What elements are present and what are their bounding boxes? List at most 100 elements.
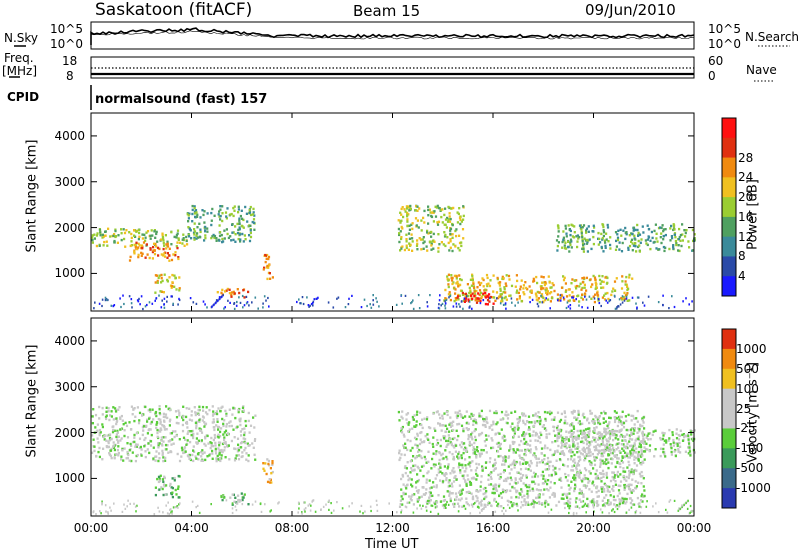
heatmap-cell <box>449 229 452 232</box>
heatmap-cell <box>363 298 366 301</box>
heatmap-cell <box>144 436 147 440</box>
heatmap-cell <box>584 431 587 435</box>
heatmap-cell <box>502 277 505 280</box>
heatmap-cell <box>672 247 675 250</box>
heatmap-cell <box>109 433 112 436</box>
heatmap-cell <box>133 250 136 253</box>
heatmap-cell <box>587 503 590 506</box>
heatmap-cell <box>109 235 112 238</box>
heatmap-cell <box>225 289 228 292</box>
heatmap-cell <box>147 428 150 432</box>
heatmap-cell <box>181 416 184 419</box>
heatmap-cell <box>532 430 535 433</box>
heatmap-cell <box>162 291 165 294</box>
heatmap-cell <box>613 503 616 506</box>
heatmap-cell <box>490 446 493 450</box>
heatmap-cell <box>470 492 473 495</box>
heatmap-cell <box>628 273 631 277</box>
heatmap-cell <box>686 433 690 436</box>
heatmap-cell <box>513 503 516 506</box>
heatmap-cell <box>213 236 216 240</box>
heatmap-cell <box>582 431 585 434</box>
heatmap-cell <box>536 290 539 294</box>
heatmap-cell <box>522 474 525 477</box>
heatmap-cell <box>224 290 227 293</box>
heatmap-cell <box>248 239 252 243</box>
colorbar-frame <box>721 117 737 297</box>
heatmap-cell <box>440 429 443 432</box>
heatmap-cell <box>420 456 423 460</box>
heatmap-cell <box>192 436 195 440</box>
heatmap-cell <box>564 227 567 230</box>
heatmap-cell <box>553 416 556 419</box>
heatmap-cell <box>576 429 579 433</box>
heatmap-cell <box>691 509 693 512</box>
heatmap-cell <box>687 240 690 243</box>
heatmap-cell <box>640 455 643 458</box>
heatmap-cell <box>483 418 486 421</box>
heatmap-cell <box>458 249 461 252</box>
heatmap-cell <box>251 220 254 224</box>
heatmap-cell <box>420 507 423 510</box>
heatmap-cell <box>433 240 436 243</box>
heatmap-cell <box>601 238 604 241</box>
heatmap-cell <box>244 424 248 427</box>
heatmap-cell <box>249 224 252 227</box>
chart-title: Saskatoon (fitACF) <box>95 0 253 20</box>
heatmap-cell <box>523 438 526 441</box>
heatmap-cell <box>674 239 677 243</box>
heatmap-cell <box>336 297 338 300</box>
heatmap-cell <box>671 236 674 240</box>
heatmap-cell <box>633 449 636 453</box>
heatmap-cell <box>216 412 219 416</box>
heatmap-cell <box>434 215 438 218</box>
heatmap-cell <box>630 448 634 452</box>
heatmap-cell <box>473 502 475 506</box>
heatmap-cell <box>298 507 300 510</box>
heatmap-cell <box>109 454 112 458</box>
heatmap-cell <box>268 305 270 308</box>
heatmap-cell <box>478 293 481 297</box>
heatmap-cell <box>604 420 607 423</box>
heatmap-cell <box>182 405 185 408</box>
heatmap-cell <box>618 505 621 508</box>
heatmap-cell <box>459 499 462 502</box>
heatmap-cell <box>516 424 519 428</box>
heatmap-cell <box>192 301 195 304</box>
heatmap-cell <box>140 251 143 255</box>
heatmap-cell <box>455 429 458 432</box>
heatmap-cell <box>262 467 265 470</box>
heatmap-cell <box>212 410 215 413</box>
heatmap-cell <box>455 228 458 231</box>
heatmap-cell <box>94 426 97 429</box>
heatmap-cell <box>520 279 523 282</box>
heatmap-cell <box>670 446 673 450</box>
heatmap-cell <box>426 437 429 440</box>
heatmap-cell <box>645 505 648 508</box>
heatmap-cell <box>472 419 475 423</box>
heatmap-cell <box>526 461 529 464</box>
heatmap-cell <box>618 430 621 434</box>
heatmap-cell <box>238 291 241 295</box>
heatmap-cell <box>606 489 609 492</box>
heatmap-cell <box>619 228 622 231</box>
heatmap-cell <box>159 420 162 424</box>
heatmap-cell <box>631 499 634 502</box>
heatmap-cell <box>460 415 463 418</box>
heatmap-cell <box>163 475 166 478</box>
heatmap-cell <box>625 295 628 298</box>
heatmap-cell <box>190 410 193 413</box>
heatmap-cell <box>495 442 499 445</box>
heatmap-cell <box>168 259 171 262</box>
heatmap-cell <box>214 441 217 445</box>
heatmap-cell <box>541 482 544 485</box>
heatmap-cell <box>415 420 418 423</box>
heatmap-cell <box>237 458 241 461</box>
heatmap-cell <box>461 293 465 296</box>
heatmap-cell <box>460 445 463 449</box>
heatmap-cell <box>454 450 457 453</box>
heatmap-cell <box>615 417 618 420</box>
heatmap-cell <box>278 501 280 504</box>
heatmap-cell <box>184 450 187 453</box>
heatmap-cell <box>130 240 133 243</box>
